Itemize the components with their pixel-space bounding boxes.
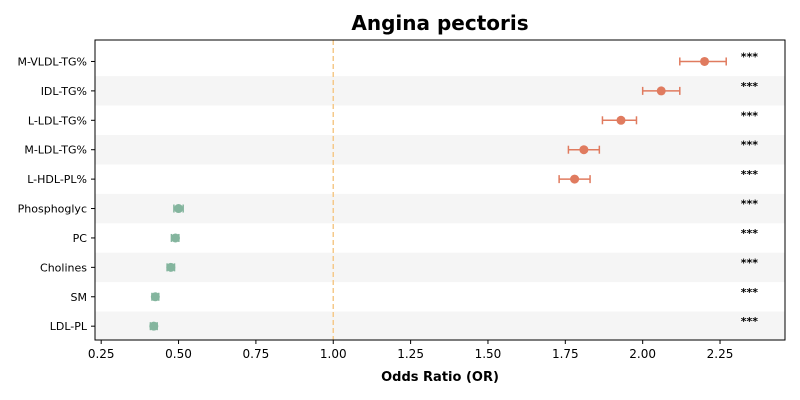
y-tick-label: PC [73,232,88,245]
x-tick-label: 1.25 [397,347,424,361]
y-tick-label: IDL-TG% [41,85,87,98]
row-bands [95,76,785,341]
x-axis: 0.25 0.50 0.75 1.00 1.25 1.50 1.75 2.00 2.25 [88,340,734,361]
row-band [95,252,785,283]
significance-label: *** [741,109,759,122]
y-tick-labels: M-VLDL-TG% IDL-TG% L-LDL-TG% M-LDL-TG% L-HDL… [17,55,95,333]
significance-label: *** [741,50,759,63]
or-point [150,292,160,302]
or-point [174,204,184,214]
x-tick-label: 1.00 [320,347,347,361]
significance-label: *** [741,315,759,328]
x-tick-label: 1.50 [475,347,502,361]
y-tick-label: L-LDL-TG% [28,114,87,127]
or-point [700,56,710,66]
x-tick-label: 0.25 [88,347,115,361]
x-axis-label: Odds Ratio (OR) [381,370,499,385]
row-band [95,193,785,224]
significance-label: *** [741,227,759,240]
y-tick-label: Cholines [40,261,87,274]
x-tick-label: 0.75 [243,347,270,361]
significance-label: *** [741,198,759,211]
or-point [616,115,626,125]
y-tick-label: LDL-PL [50,320,88,333]
or-point [170,233,180,243]
significance-label: *** [741,168,759,181]
x-tick-label: 1.75 [552,347,579,361]
x-tick-label: 2.25 [707,347,734,361]
data-marks [149,56,727,331]
y-tick-label: L-HDL-PL% [27,173,87,186]
y-tick-label: M-VLDL-TG% [17,55,87,68]
row-band [95,76,785,106]
chart-title: Angina pectoris [351,11,528,35]
or-point [570,174,580,184]
or-point [149,321,159,331]
significance-label: *** [741,139,759,152]
significance-label: *** [741,286,759,299]
y-tick-label: Phosphoglyc [18,203,87,216]
row-band [95,311,785,341]
or-point [166,262,176,272]
or-point [656,86,666,96]
y-tick-label: M-LDL-TG% [24,144,87,157]
significance-labels: *** *** *** *** *** *** *** *** *** *** [741,50,759,328]
significance-label: *** [741,256,759,269]
plot-frame [94,39,786,341]
or-point [579,145,589,155]
y-tick-label: SM [71,291,87,304]
x-tick-label: 0.50 [165,347,192,361]
significance-label: *** [741,80,759,93]
row-band [95,135,785,165]
x-tick-label: 2.00 [629,347,656,361]
